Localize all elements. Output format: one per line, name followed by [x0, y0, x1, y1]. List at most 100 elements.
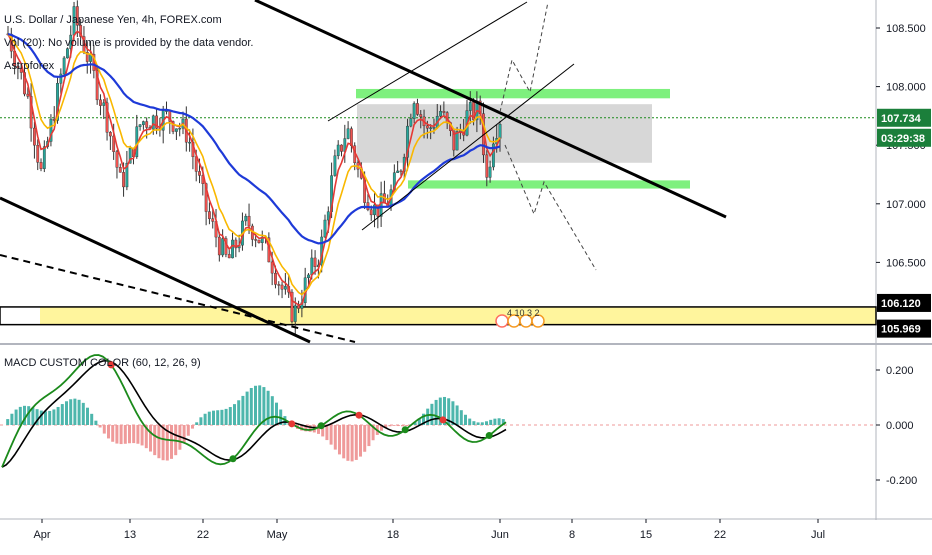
candle-body: [228, 254, 230, 258]
macd-histogram-bar: [124, 425, 127, 444]
macd-histogram-bar: [199, 417, 202, 425]
macd-histogram-bar: [220, 410, 223, 425]
macd-histogram-bar: [401, 425, 404, 426]
candle-body: [248, 216, 250, 226]
macd-histogram-bar: [334, 425, 337, 450]
candle-body: [63, 58, 65, 74]
candle-body: [122, 172, 124, 187]
macd-histogram-bar: [153, 425, 156, 455]
candle-body: [43, 147, 45, 169]
time-tick-label: 22: [197, 529, 209, 541]
price-tick-label: 108.000: [886, 82, 926, 94]
candle-body: [218, 237, 220, 255]
macd-histogram-bar: [128, 425, 131, 443]
candle-body: [99, 100, 101, 106]
macd-histogram-bar: [69, 399, 72, 425]
macd-legend[interactable]: MACD CUSTOM COLOR (60, 12, 26, 9): [4, 357, 201, 369]
macd-histogram-bar: [338, 425, 341, 454]
volume-legend[interactable]: Vol (20): No volume is provided by the d…: [4, 37, 253, 49]
macd-histogram-bar: [435, 400, 438, 425]
candle-body: [426, 126, 428, 128]
macd-histogram-bar: [271, 396, 274, 425]
candle-body: [254, 239, 256, 240]
candle-body: [103, 103, 105, 106]
candle-body: [109, 132, 111, 136]
candle-body: [245, 216, 247, 221]
macd-tick-label: 0.000: [886, 420, 914, 432]
macd-cross-dot: [230, 455, 237, 462]
price-tick-label: 107.000: [886, 199, 926, 211]
macd-cross-dot: [402, 426, 409, 433]
time-tick-label: Jul: [811, 529, 825, 541]
candle-body: [294, 306, 296, 322]
badge-level-upper: 106.120: [881, 298, 921, 310]
candle-body: [271, 262, 273, 273]
candle-body: [400, 171, 402, 172]
candle-body: [396, 171, 398, 173]
macd-histogram-bar: [107, 425, 110, 438]
candle-body: [314, 258, 316, 267]
candle-body: [258, 240, 260, 243]
candle-body: [284, 286, 286, 289]
candle-body: [307, 275, 309, 278]
macd-cross-dot: [288, 420, 295, 427]
candle-body: [33, 128, 35, 145]
macd-histogram-bar: [19, 407, 22, 425]
macd-cross-dot: [356, 412, 363, 419]
time-tick-label: May: [267, 529, 288, 541]
macd-histogram-bar: [103, 425, 106, 434]
macd-histogram-bar: [405, 425, 408, 426]
candle-body: [281, 285, 283, 289]
macd-histogram-bar: [477, 422, 480, 425]
candle-body: [456, 131, 458, 150]
macd-histogram-bar: [426, 409, 429, 425]
time-tick-label: 8: [569, 529, 575, 541]
candle-body: [410, 119, 412, 126]
candle-body: [142, 122, 144, 125]
macd-cross-dot: [318, 422, 325, 429]
macd-histogram-bar: [355, 425, 358, 460]
macd-histogram-bar: [351, 425, 354, 461]
macd-histogram-bar: [229, 407, 232, 425]
macd-histogram-bar: [342, 425, 345, 458]
price-tick-label: 106.500: [886, 257, 926, 269]
macd-histogram-bar: [241, 396, 244, 425]
macd-histogram-bar: [82, 403, 85, 425]
candle-body: [221, 239, 223, 255]
macd-histogram-bar: [254, 386, 257, 425]
macd-histogram-bar: [86, 408, 89, 425]
candle-body: [337, 145, 339, 156]
symbol-legend[interactable]: U.S. Dollar / Japanese Yen, 4h, FOREX.co…: [4, 14, 222, 26]
macd-histogram-bar: [6, 419, 9, 425]
macd-histogram-bar: [191, 425, 194, 429]
candle-body: [443, 111, 445, 112]
candle-body: [179, 128, 181, 129]
macd-histogram-bar: [258, 385, 261, 425]
candle-body: [66, 49, 68, 58]
macd-histogram-bar: [94, 421, 97, 425]
time-tick-label: 18: [387, 529, 399, 541]
macd-histogram-bar: [472, 421, 475, 425]
macd-histogram-bar: [464, 415, 467, 425]
macd-histogram-bar: [15, 410, 18, 425]
candle-body: [327, 212, 329, 220]
macd-histogram-bar: [162, 425, 165, 460]
candle-body: [188, 142, 190, 143]
macd-histogram-bar: [65, 401, 68, 425]
zone-yellow-support: [40, 307, 876, 325]
macd-histogram-bar: [250, 388, 253, 425]
macd-histogram-bar: [225, 409, 228, 425]
macd-histogram-bar: [141, 425, 144, 445]
candle-body: [413, 103, 415, 118]
author-legend: Astroforex: [4, 60, 54, 72]
macd-histogram-bar: [78, 400, 81, 425]
candle-body: [152, 116, 154, 129]
event-counts-label: 4 10 3 2: [507, 308, 540, 318]
macd-histogram-bar: [456, 405, 459, 425]
macd-tick-label: -0.200: [886, 475, 917, 487]
macd-histogram-bar: [460, 410, 463, 425]
candle-body: [297, 306, 299, 309]
macd-histogram-bar: [359, 425, 362, 457]
